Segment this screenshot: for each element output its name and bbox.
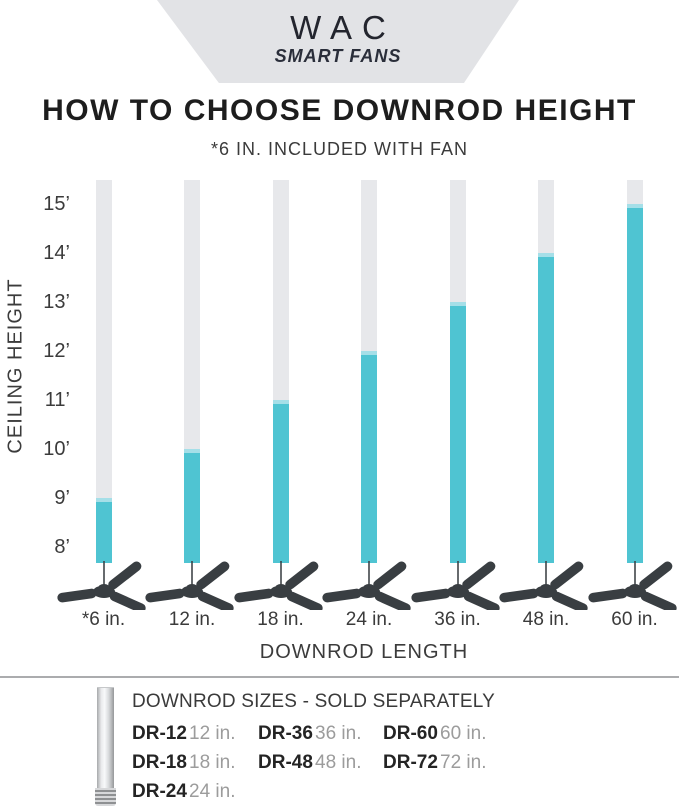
x-axis-category-label: 18 in. <box>257 609 304 630</box>
downrod-size-entry: DR-24 24 in. <box>132 780 235 804</box>
downrod-bar-fill <box>184 449 200 563</box>
downrod-bar-fill <box>272 400 289 563</box>
downrod-bar-fill <box>538 253 554 563</box>
x-axis-category-label: 48 in. <box>522 609 570 630</box>
downrod-size-entry: DR-60 60 in. <box>383 722 486 746</box>
brand-logo: WAC <box>290 9 396 46</box>
downrod-length: 48 in. <box>315 752 362 773</box>
downrod-model: DR-24 <box>132 781 187 802</box>
x-axis-category-label: 24 in. <box>345 609 393 630</box>
downrod-size-entry: DR-48 48 in. <box>258 751 361 775</box>
downrod-chart: CEILING HEIGHT DOWNROD LENGTH 15’ 14’ 13’ 1… <box>5 180 677 663</box>
y-axis-tick-8ft: 8’ <box>54 536 70 558</box>
downrod-size-entry: DR-12 12 in. <box>132 722 235 746</box>
downrod-length: 18 in. <box>189 752 236 773</box>
downrod-size-entry: DR-72 72 in. <box>383 751 486 775</box>
ceiling-fan-icon <box>499 561 588 610</box>
ceiling-fan-icon <box>56 561 146 610</box>
x-axis-category-label: 12 in. <box>168 609 216 630</box>
ceiling-fan-icon <box>233 561 323 610</box>
brand-tagline: SMART FANS <box>274 46 402 66</box>
downrod-size-entry: DR-36 36 in. <box>258 722 361 746</box>
downrod-bar-fill <box>95 498 112 563</box>
page-title: HOW TO CHOOSE DOWNROD HEIGHT <box>42 94 637 127</box>
downrod-bar-fill <box>449 302 466 563</box>
downrod-length: 24 in. <box>189 781 236 802</box>
downrod-size-entry: DR-18 18 in. <box>132 751 235 775</box>
downrod-length: 72 in. <box>440 752 487 773</box>
ceiling-fan-icon <box>410 561 500 610</box>
downrod-model: DR-48 <box>258 752 313 773</box>
downrod-model: DR-12 <box>132 723 187 744</box>
ceiling-fan-icon <box>322 561 411 610</box>
brand-header: WAC SMART FANS <box>157 0 519 83</box>
downrod-length: 36 in. <box>315 723 362 744</box>
ceiling-fan-icon <box>145 561 234 610</box>
downrod-model: DR-72 <box>383 752 438 773</box>
x-axis-category-label: *6 in. <box>81 609 126 630</box>
x-axis-category-label: 60 in. <box>611 609 658 630</box>
footer-divider <box>0 676 679 678</box>
y-axis-tick-13ft: 13’ <box>43 291 70 313</box>
y-axis-tick-11ft: 11’ <box>44 389 70 411</box>
downrod-bar-fill <box>361 351 377 563</box>
y-axis-tick-12ft: 12’ <box>43 340 70 362</box>
y-axis-tick-9ft: 9’ <box>54 487 70 509</box>
downrod-product-image <box>97 687 114 789</box>
ceiling-fan-icon <box>587 561 677 610</box>
ceiling-column-track <box>95 180 112 563</box>
downrod-length: 60 in. <box>440 723 487 744</box>
downrod-model: DR-18 <box>132 752 187 773</box>
page-subtitle: *6 IN. INCLUDED WITH FAN <box>210 139 469 159</box>
footer-heading: DOWNROD SIZES - SOLD SEPARATELY <box>132 691 496 712</box>
y-axis-tick-10ft: 10’ <box>43 438 70 460</box>
downrod-model: DR-36 <box>258 723 313 744</box>
y-axis-tick-14ft: 14’ <box>43 242 70 264</box>
downrod-length: 12 in. <box>189 723 236 744</box>
downrod-bar-fill <box>626 204 643 563</box>
x-axis-category-label: 36 in. <box>434 609 481 630</box>
downrod-model: DR-60 <box>383 723 438 744</box>
x-axis-title: DOWNROD LENGTH <box>259 641 469 663</box>
downrod-thread-tip <box>95 788 116 806</box>
y-axis-tick-15ft: 15’ <box>43 193 70 215</box>
